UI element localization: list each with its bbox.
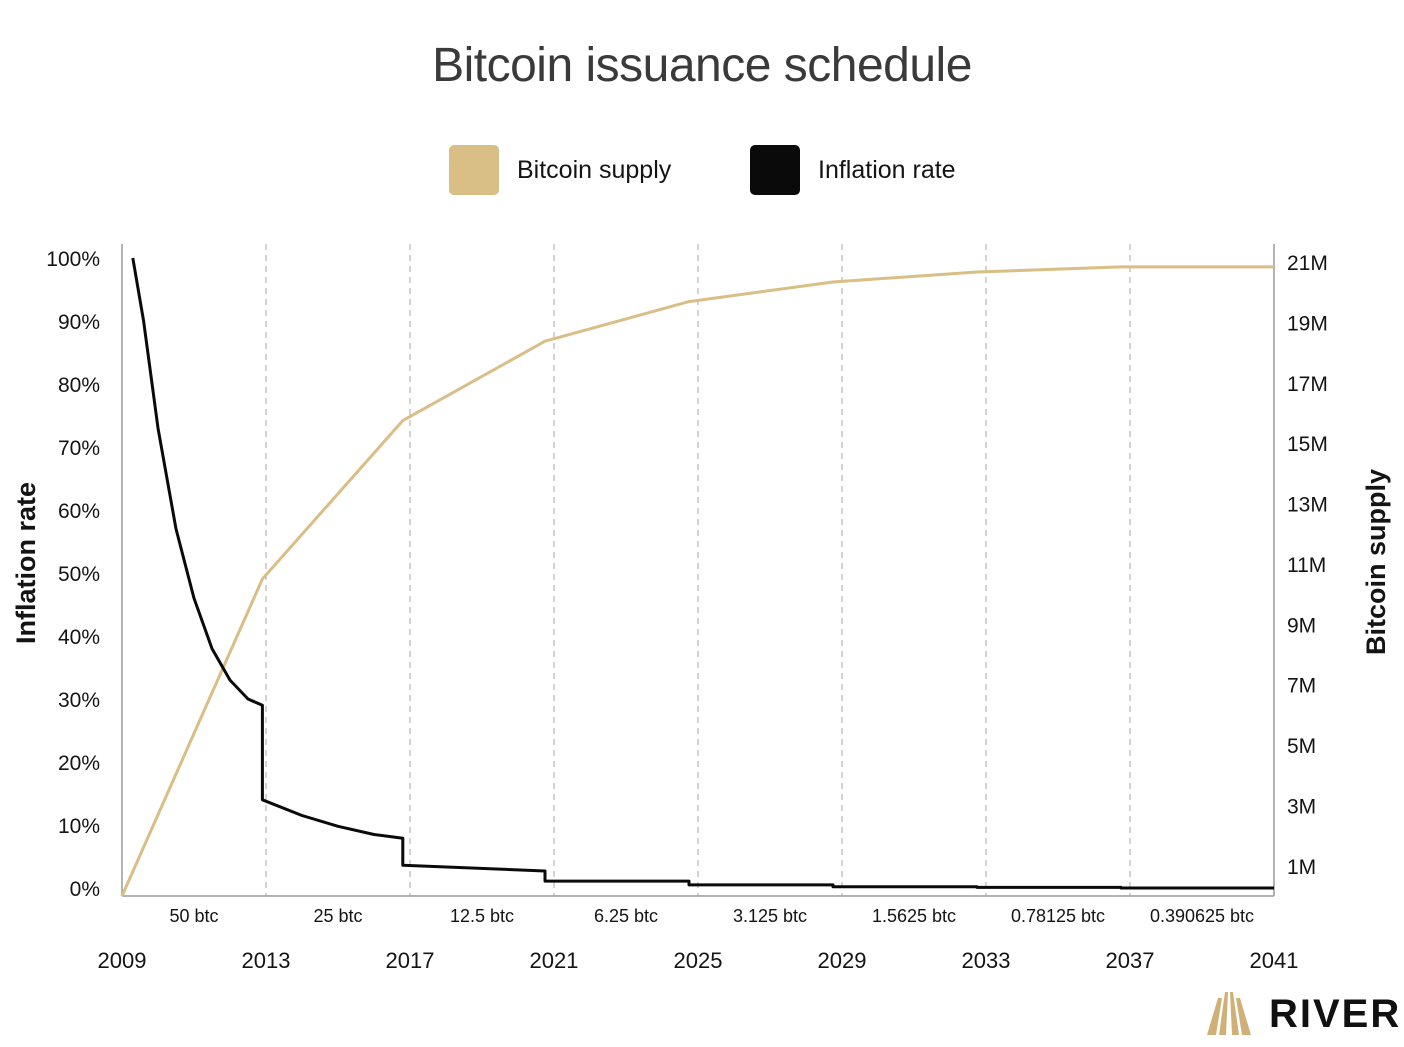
legend: Bitcoin supply Inflation rate <box>0 145 1404 195</box>
y-left-tick-label: 80% <box>58 374 100 397</box>
y-left-tick-label: 100% <box>46 248 100 271</box>
bitcoin-supply-line <box>120 265 1274 897</box>
reward-era-label: 3.125 btc <box>733 906 807 926</box>
x-tick-label: 2041 <box>1250 948 1299 973</box>
y-left-tick-label: 10% <box>58 815 100 838</box>
y-right-tick-label: 1M <box>1287 856 1316 879</box>
y-right-tick-label: 3M <box>1287 795 1316 818</box>
y-left-tick-label: 90% <box>58 311 100 334</box>
y-right-axis-title: Bitcoin supply <box>1361 469 1391 655</box>
x-tick-label: 2033 <box>962 948 1011 973</box>
y-left-tick-label: 20% <box>58 752 100 775</box>
y-right-tick-label: 17M <box>1287 373 1328 396</box>
y-left-tick-label: 60% <box>58 500 100 523</box>
y-right-tick-label: 9M <box>1287 614 1316 637</box>
legend-item-inflation: Inflation rate <box>750 145 956 195</box>
y-right-tick-label: 5M <box>1287 735 1316 758</box>
y-left-tick-label: 50% <box>58 563 100 586</box>
y-right-tick-label: 19M <box>1287 312 1328 335</box>
legend-label-supply: Bitcoin supply <box>517 155 672 184</box>
legend-swatch-inflation <box>750 145 800 195</box>
x-tick-label: 2029 <box>818 948 867 973</box>
y-left-tick-label: 30% <box>58 689 100 712</box>
river-mark-icon <box>1207 992 1251 1035</box>
y-right-tick-label: 11M <box>1287 554 1326 577</box>
river-wordmark: RIVER <box>1269 992 1402 1036</box>
reward-era-label: 1.5625 btc <box>872 906 956 926</box>
y-left-axis-title: Inflation rate <box>11 482 41 644</box>
y-right-tick-label: 15M <box>1287 433 1328 456</box>
chart-title: Bitcoin issuance schedule <box>432 39 972 92</box>
legend-item-supply: Bitcoin supply <box>449 145 671 195</box>
y-left-tick-label: 70% <box>58 437 100 460</box>
x-tick-label: 2025 <box>674 948 723 973</box>
x-tick-label: 2009 <box>98 948 147 973</box>
reward-era-label: 50 btc <box>169 906 218 926</box>
x-tick-label: 2013 <box>242 948 291 973</box>
y-left-tick-label: 40% <box>58 626 100 649</box>
x-tick-label: 2017 <box>386 948 435 973</box>
y-left-tick-label: 0% <box>70 878 100 901</box>
x-tick-label: 2037 <box>1106 948 1155 973</box>
reward-era-label: 25 btc <box>313 906 362 926</box>
y-right-tick-label: 21M <box>1287 252 1328 275</box>
legend-swatch-supply <box>449 145 499 195</box>
reward-era-label: 12.5 btc <box>450 906 514 926</box>
reward-era-label: 0.78125 btc <box>1011 906 1105 926</box>
x-tick-label: 2021 <box>530 948 579 973</box>
inflation-rate-line <box>131 257 1274 890</box>
reward-era-label: 6.25 btc <box>594 906 658 926</box>
legend-label-inflation: Inflation rate <box>818 155 956 184</box>
y-right-tick-label: 13M <box>1287 494 1328 517</box>
river-logo: RIVER <box>1205 990 1399 1040</box>
y-right-tick-label: 7M <box>1287 675 1316 698</box>
reward-era-label: 0.390625 btc <box>1150 906 1254 926</box>
